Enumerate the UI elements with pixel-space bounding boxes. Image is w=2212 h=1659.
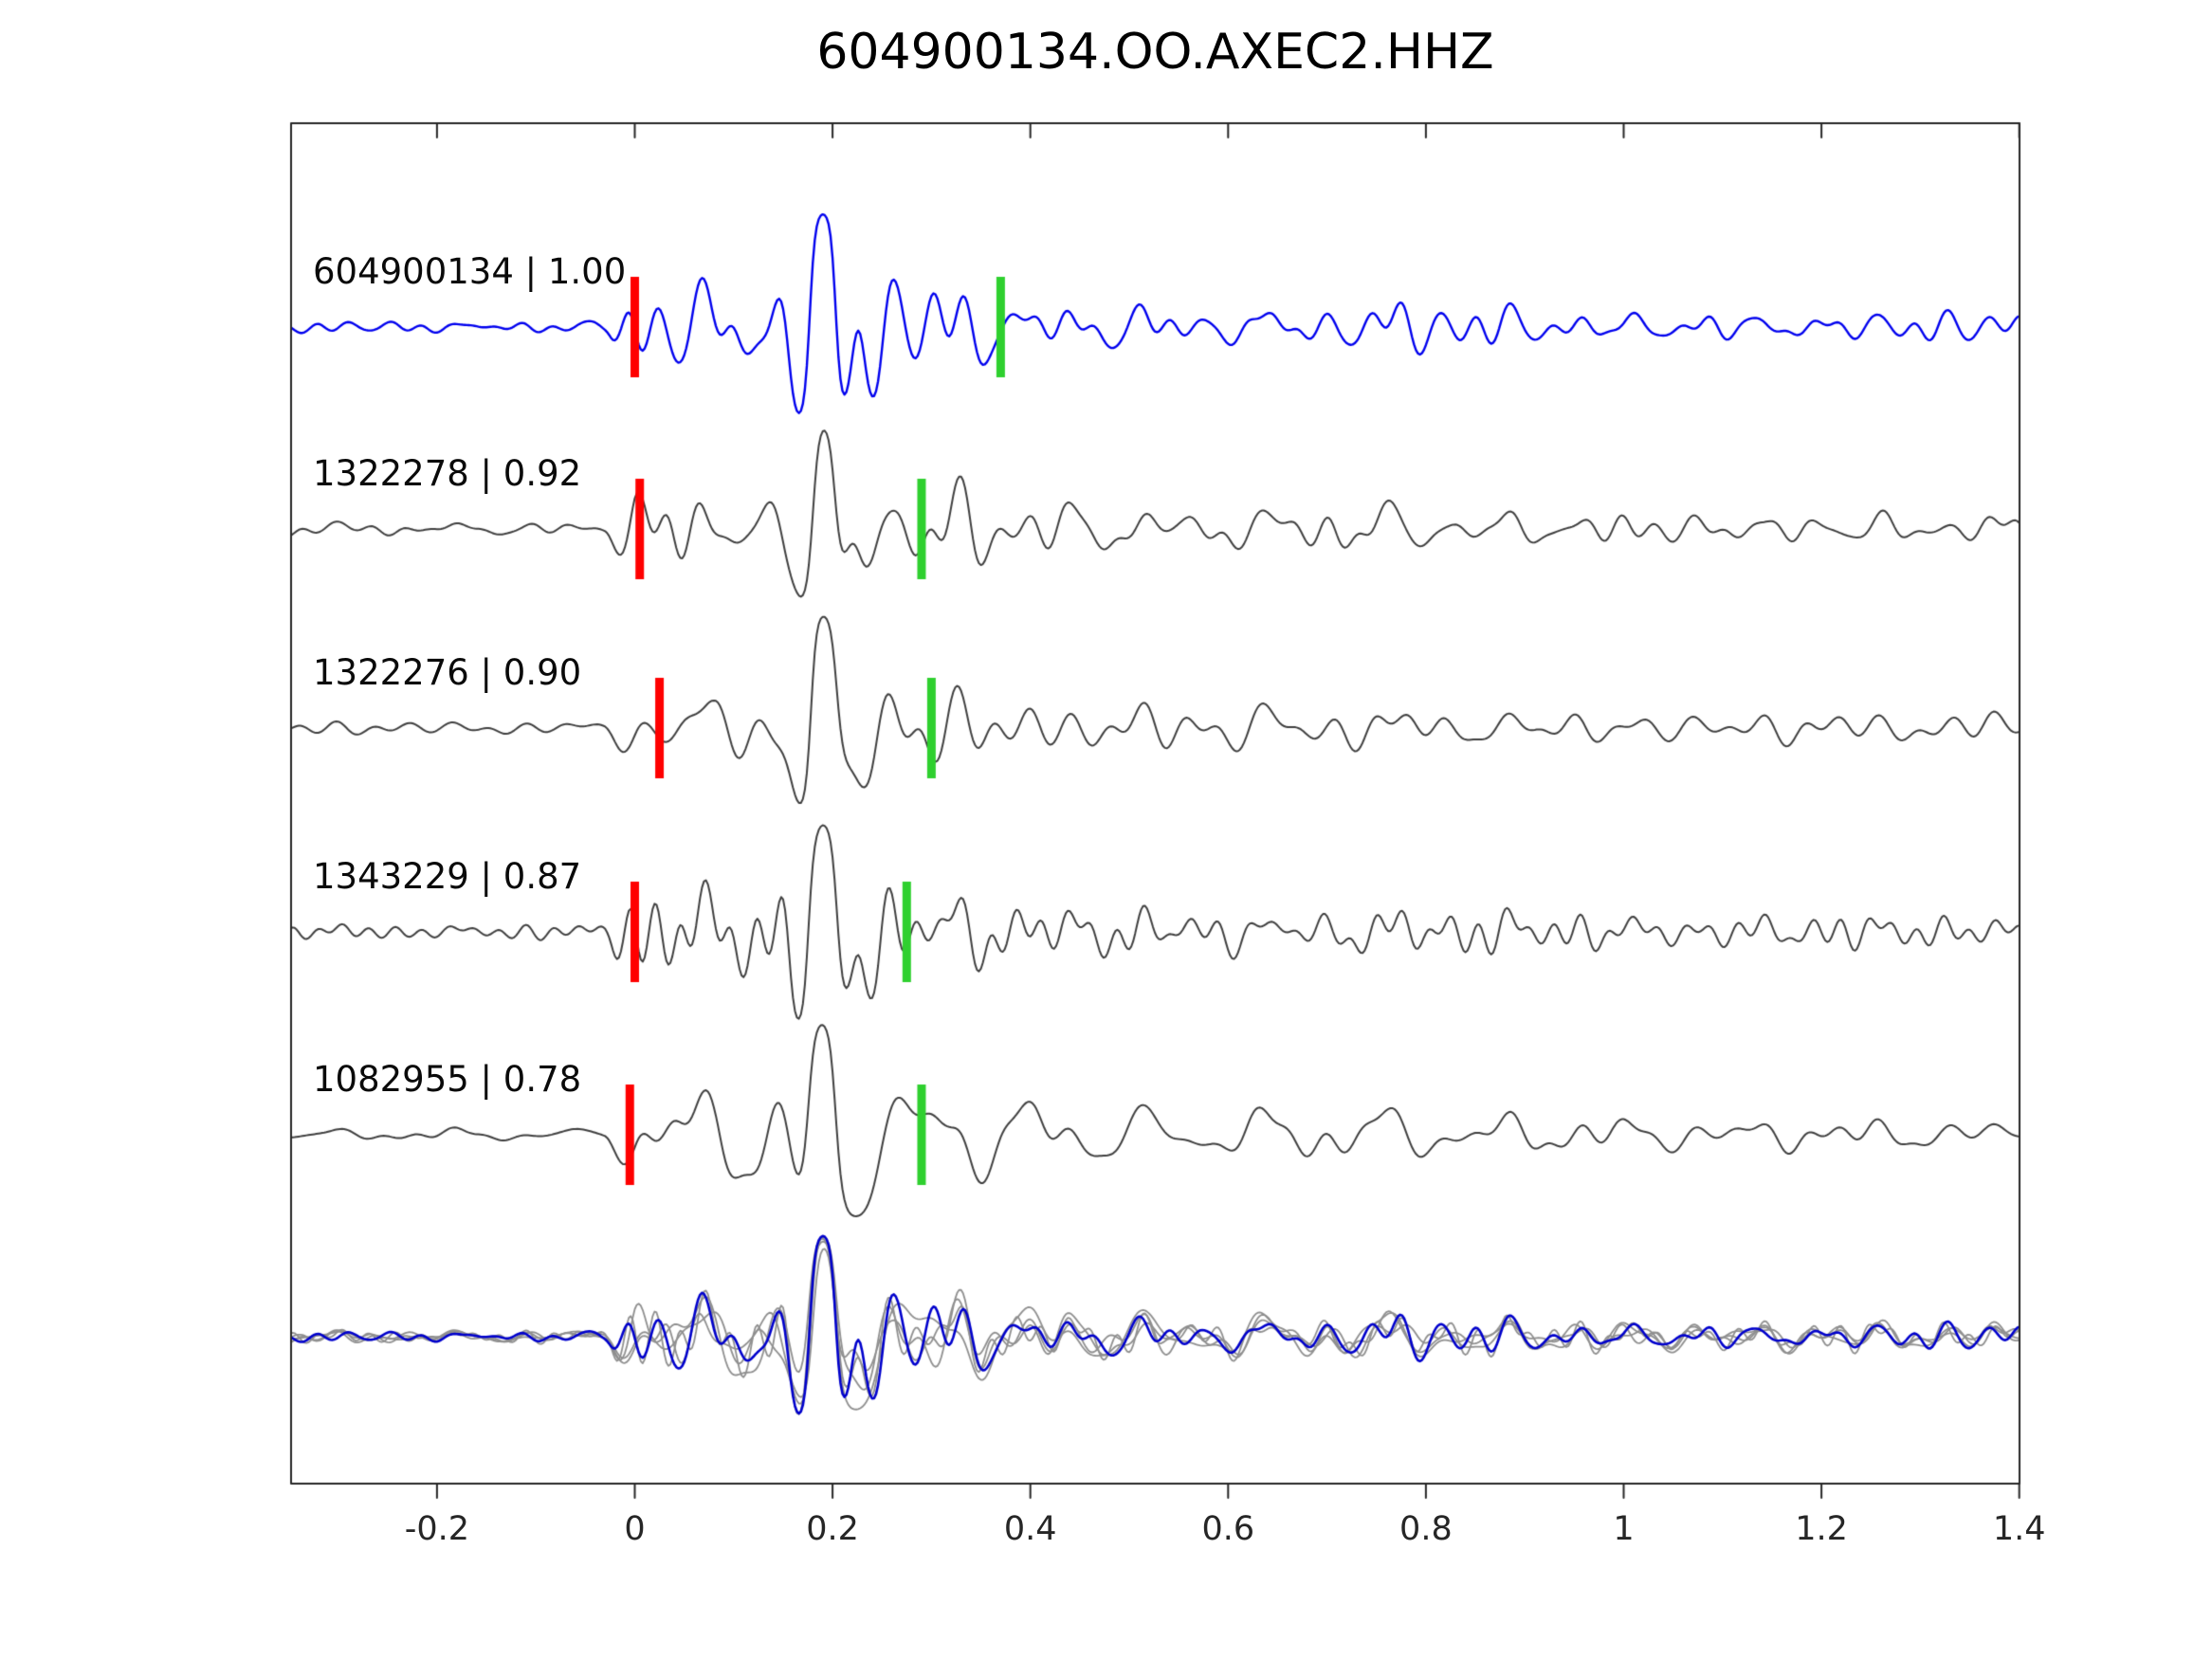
x-axis-tick-label: 0.4 (1003, 1510, 1057, 1548)
trace-label: 604900134 | 1.00 (313, 251, 627, 292)
x-axis-tick-label: 1 (1613, 1510, 1635, 1548)
x-axis-tick-label: 1.2 (1795, 1510, 1848, 1548)
trace-label: 1322276 | 0.90 (313, 652, 582, 693)
x-axis-tick-label: 0.6 (1201, 1510, 1255, 1548)
x-axis-tick-label: 0.8 (1399, 1510, 1453, 1548)
x-axis-tick-label: 0.2 (806, 1510, 859, 1548)
x-axis-tick-label: -0.2 (404, 1510, 470, 1548)
x-axis-tick-label: 1.4 (1992, 1510, 2046, 1548)
x-axis-tick-label: 0 (624, 1510, 646, 1548)
trace-label: 1343229 | 0.87 (313, 856, 582, 897)
trace-label: 1322278 | 0.92 (313, 453, 582, 494)
trace-label: 1082955 | 0.78 (313, 1059, 582, 1100)
